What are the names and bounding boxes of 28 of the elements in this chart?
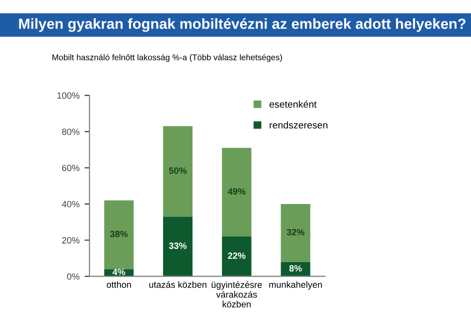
data-label: 4% xyxy=(112,268,126,276)
bar xyxy=(222,236,252,276)
y-tick-label: 20% xyxy=(62,237,80,244)
legend-label: esetenként xyxy=(270,100,317,108)
x-tick-label: ügyintézésre várakozás közben xyxy=(212,281,262,308)
data-label: 22% xyxy=(228,252,246,259)
bar xyxy=(222,148,252,237)
bar xyxy=(104,200,134,270)
data-label: 50% xyxy=(169,167,187,174)
y-tick-label: 80% xyxy=(62,128,80,135)
bar xyxy=(280,204,310,262)
legend-label: rendszeresen xyxy=(270,121,328,129)
y-tick-label: 40% xyxy=(62,200,80,208)
data-label: 8% xyxy=(289,265,302,272)
bar xyxy=(163,126,193,217)
x-tick-label: otthon xyxy=(106,281,131,288)
y-tick-label: 100% xyxy=(57,92,80,99)
data-label: 38% xyxy=(110,230,128,238)
data-label: 49% xyxy=(228,188,246,195)
x-tick-label: utazás közben xyxy=(149,281,206,288)
bar xyxy=(163,216,193,276)
y-tick-label: 60% xyxy=(62,164,80,172)
chart-title: Milyen gyakran fognak mobiltévézni az emberek adott helyeken? xyxy=(19,18,466,32)
data-label: 33% xyxy=(168,242,187,249)
data-label: 32% xyxy=(286,228,304,236)
y-tick-label: 0% xyxy=(67,273,80,280)
chart-subtitle: Mobilt használó felnőtt lakosság %-a (Több válasz lehetséges) xyxy=(52,54,282,62)
x-tick-label: munkahelyen xyxy=(269,281,322,290)
